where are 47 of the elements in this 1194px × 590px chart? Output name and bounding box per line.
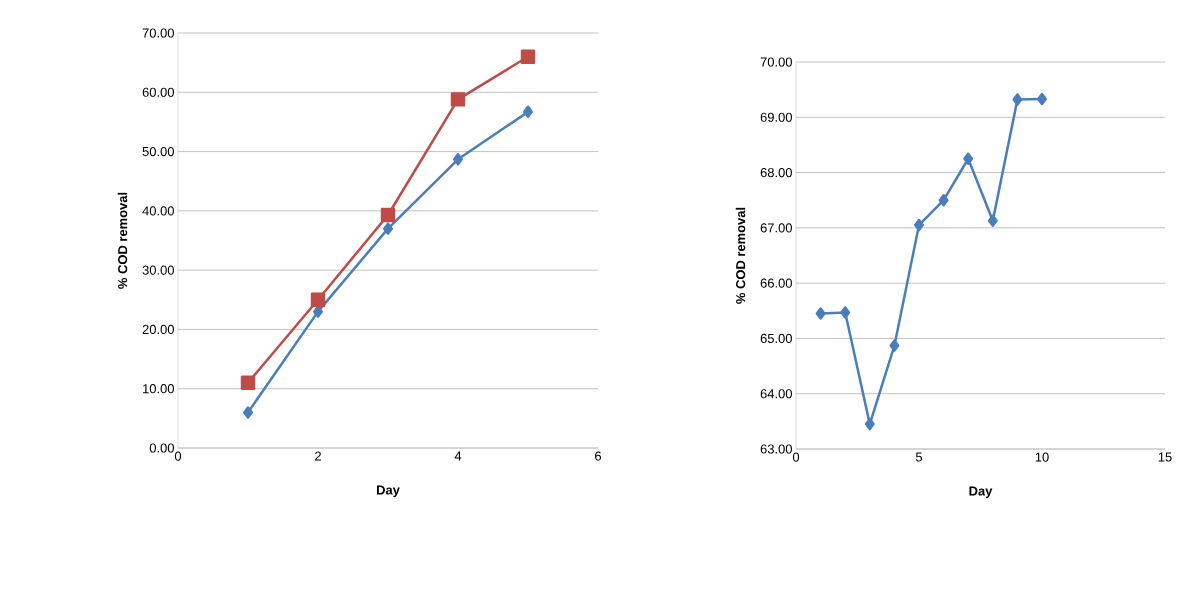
x-tick-label: 5 — [915, 452, 923, 462]
y-tick-label: 69.00 — [760, 112, 792, 122]
point — [383, 222, 393, 235]
point — [963, 152, 974, 165]
point — [310, 292, 326, 308]
x-tick-label: 2 — [315, 451, 321, 461]
y-tick-label: 66.00 — [760, 278, 792, 288]
y-axis-title: % COD removal — [117, 192, 128, 289]
y-tick-label: 70.00 — [760, 57, 792, 67]
point — [840, 306, 851, 319]
x-axis-title: Day — [376, 485, 400, 498]
y-tick-label: 30.00 — [142, 265, 174, 275]
point — [914, 218, 924, 232]
point — [453, 153, 463, 166]
y-tick-label: 70.00 — [142, 28, 174, 38]
point — [815, 307, 826, 320]
point — [243, 406, 253, 419]
y-tick-label: 60.00 — [142, 87, 174, 97]
y-tick-label: 0.00 — [149, 443, 174, 453]
point — [380, 207, 396, 223]
x-axis-title: Day — [969, 486, 993, 499]
point — [523, 105, 533, 119]
point — [1012, 93, 1023, 106]
y-tick-label: 63.00 — [760, 444, 792, 454]
y-axis-title: % COD removal — [735, 207, 746, 304]
y-tick-label: 40.00 — [142, 206, 174, 216]
point — [938, 193, 949, 207]
x-tick-label: 6 — [595, 451, 602, 461]
y-tick-label: 67.00 — [760, 223, 792, 233]
x-tick-label: 0 — [792, 452, 800, 462]
y-tick-label: 50.00 — [142, 146, 174, 157]
point — [450, 92, 466, 107]
y-tick-label: 68.00 — [760, 167, 792, 178]
point — [1037, 92, 1047, 106]
x-tick-label: 10 — [1035, 452, 1049, 462]
y-tick-label: 20.00 — [142, 324, 174, 335]
y-tick-label: 65.00 — [760, 333, 792, 344]
point — [987, 214, 998, 227]
x-tick-label: 4 — [454, 451, 462, 461]
point — [240, 375, 256, 391]
x-tick-label: 15 — [1158, 452, 1172, 462]
point — [889, 339, 900, 352]
point — [520, 49, 536, 64]
y-tick-label: 64.00 — [760, 389, 792, 399]
x-tick-label: 0 — [174, 451, 182, 461]
point — [864, 417, 875, 431]
y-tick-label: 10.00 — [143, 384, 174, 394]
